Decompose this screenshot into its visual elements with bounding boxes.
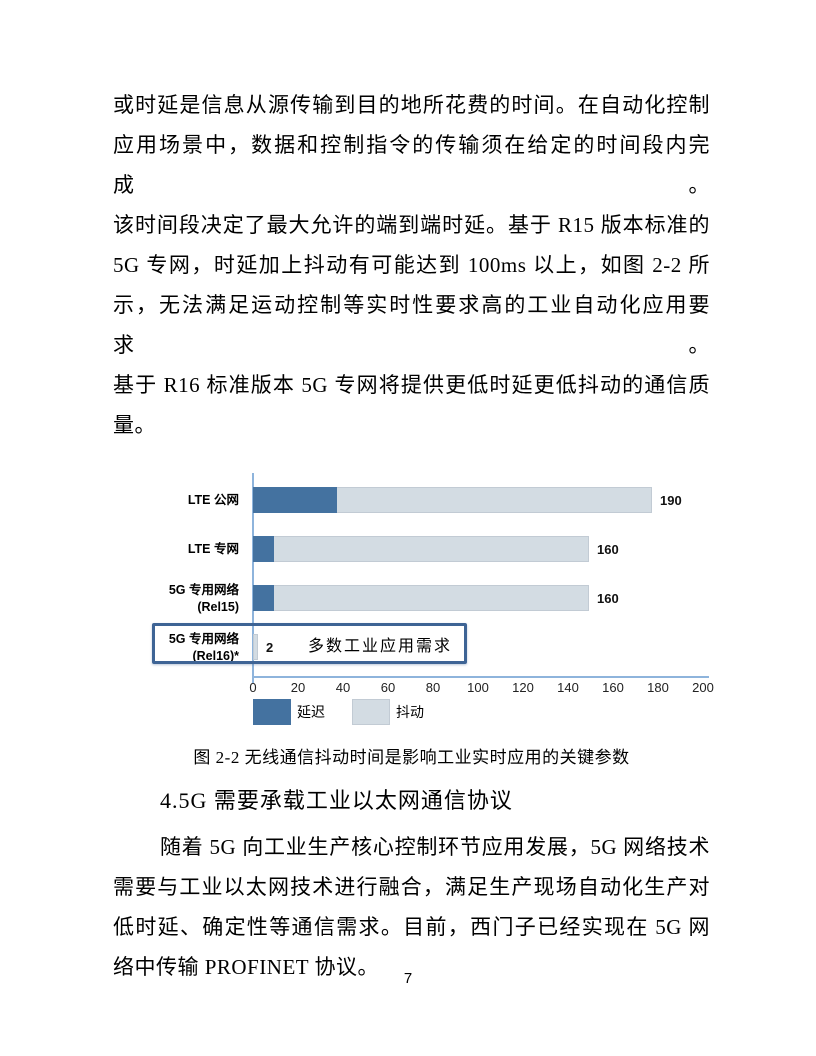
jitter-bar-segment [337,487,652,513]
jitter-bar-segment [253,634,258,660]
bar-value-label: 160 [597,590,619,606]
bar-row: 2 [253,634,273,660]
section-heading: 4.5G 需要承载工业以太网通信协议 [160,788,513,813]
category-label: LTE 专网 [187,542,239,556]
y-axis-line [252,473,254,683]
text-line: 该时间段决定了最大允许的端到端时延。基于 R15 版本标准的 [113,213,710,237]
legend-jitter-swatch [352,699,390,725]
bar-value-label: 190 [660,492,682,508]
highlight-box [152,623,467,664]
legend-jitter-label: 抖动 [396,706,424,721]
x-tick-label: 200 [692,680,714,695]
x-tick-label: 60 [380,680,396,695]
x-tick-label: 120 [512,680,534,695]
x-tick-label: 100 [467,680,489,695]
jitter-bar-segment [274,536,589,562]
text-line: 络中传输 PROFINET 协议。 [113,955,379,979]
figure-2-2: LTE 公网 LTE 专网 5G 专用网络 (Rel15) 5G 专用网络 (R… [113,471,714,768]
bar-row: 190 [253,487,682,513]
chart-annotation: 多数工业应用需求 [308,638,453,655]
text-line: 应用场景中，数据和控制指令的传输须在给定的时间段内完成。 [113,133,710,197]
legend-delay-swatch [253,699,291,725]
x-axis-line [252,676,709,678]
x-tick-label: 180 [647,680,669,695]
text-line: 低时延、确定性等通信需求。目前，西门子已经实现在 5G 网 [113,915,710,939]
jitter-bar-chart: LTE 公网 LTE 专网 5G 专用网络 (Rel15) 5G 专用网络 (R… [150,471,750,735]
jitter-bar-segment [274,585,589,611]
x-tick-label: 140 [557,680,579,695]
delay-bar-segment [253,585,274,611]
text-line: 随着 5G 向工业生产核心控制环节应用发展，5G 网络技术 [160,835,710,859]
category-label: 5G 专用网络 (Rel16)* [168,632,239,663]
body-paragraph-2: 随着 5G 向工业生产核心控制环节应用发展，5G 网络技术 需要与工业以太网技术… [113,827,710,987]
x-tick-label: 0 [249,680,257,695]
x-tick-label: 40 [335,680,351,695]
figure-caption: 图 2-2 无线通信抖动时间是影响工业实时应用的关键参数 [193,748,630,767]
chart-legend: 延迟 抖动 [253,699,451,725]
x-tick-label: 80 [425,680,441,695]
text-line: 示，无法满足运动控制等实时性要求高的工业自动化应用要求。 [113,293,710,357]
x-tick-label: 20 [290,680,306,695]
bar-value-label: 2 [266,639,274,655]
legend-delay-label: 延迟 [297,706,325,721]
text-line: 5G 专网，时延加上抖动有可能达到 100ms 以上，如图 2-2 所 [113,253,710,277]
text-line: 需要与工业以太网技术进行融合，满足生产现场自动化生产对 [113,875,710,899]
category-label: 5G 专用网络 (Rel15) [168,583,239,614]
x-tick-label: 160 [602,680,624,695]
body-paragraph-1: 或时延是信息从源传输到目的地所花费的时间。在自动化控制 应用场景中，数据和控制指… [113,85,710,445]
delay-bar-segment [253,536,274,562]
text-line: 或时延是信息从源传输到目的地所花费的时间。在自动化控制 [113,93,710,117]
text-line: 量。 [113,413,156,437]
text-line: 基于 R16 标准版本 5G 专网将提供更低时延更低抖动的通信质 [113,373,710,397]
category-label: LTE 公网 [187,493,239,507]
bar-row: 160 [253,536,619,562]
bar-value-label: 160 [597,541,619,557]
page-number: 7 [403,970,413,987]
delay-bar-segment [253,487,337,513]
bar-row: 160 [253,585,619,611]
